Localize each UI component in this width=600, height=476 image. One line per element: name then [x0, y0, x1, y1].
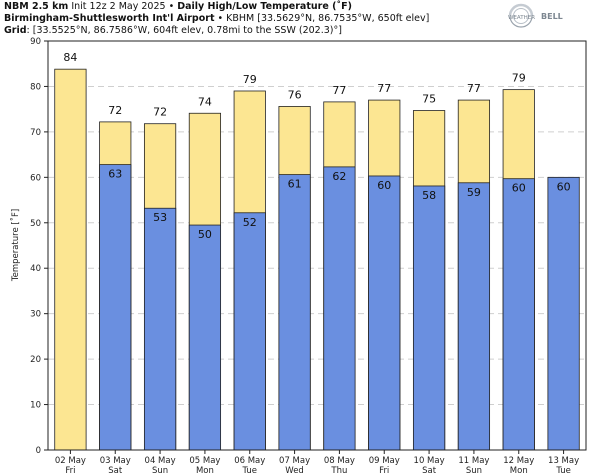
y-tick-label: 30 — [30, 310, 41, 320]
grid-info: : [33.5525°N, 86.7586°W, 604ft elev, 0.7… — [26, 25, 342, 36]
x-tick-day: Sun — [466, 466, 482, 476]
low-value-label: 50 — [198, 228, 212, 241]
y-tick-label: 20 — [30, 355, 41, 365]
high-value-label: 79 — [243, 73, 257, 86]
x-tick-date: 13 May — [548, 456, 579, 466]
x-tick-date: 02 May — [55, 456, 86, 466]
low-bar — [143, 207, 177, 451]
high-value-label: 79 — [512, 72, 526, 85]
y-tick-label: 80 — [30, 82, 41, 92]
x-tick-day: Fri — [379, 466, 389, 476]
low-bar — [412, 185, 446, 451]
high-value-label: 76 — [288, 88, 302, 101]
low-bar — [547, 176, 580, 451]
high-value-label: 77 — [467, 82, 481, 95]
init-time: Init 12z 2 May 2025 — [71, 1, 166, 12]
x-tick-date: 09 May — [369, 456, 400, 466]
high-value-label: 74 — [198, 95, 212, 108]
high-value-label: 77 — [377, 82, 391, 95]
y-tick-label: 10 — [30, 401, 41, 411]
high-value-label: 72 — [108, 104, 122, 117]
low-bar — [368, 175, 401, 451]
separator: • — [168, 1, 175, 12]
high-value-label: 84 — [63, 51, 77, 64]
header-line-1: NBM 2.5 km Init 12z 2 May 2025 • Daily H… — [4, 1, 352, 13]
low-value-label: 59 — [467, 186, 481, 199]
station-info: KBHM [33.5629°N, 86.7535°W, 650ft elev] — [226, 13, 430, 24]
x-tick-day: Fri — [65, 466, 75, 476]
low-bar — [99, 164, 132, 451]
header-line-2: Birmingham-Shuttlesworth Int'l Airport •… — [4, 13, 429, 25]
logo-text-bell: BELL — [541, 12, 563, 21]
y-tick-label: 50 — [30, 219, 41, 229]
x-tick-date: 07 May — [279, 456, 310, 466]
header-line-3: Grid: [33.5525°N, 86.7586°W, 604ft elev,… — [4, 25, 342, 37]
x-tick-day: Sat — [422, 466, 437, 476]
model-name: NBM 2.5 km — [4, 1, 69, 12]
y-tick-label: 70 — [30, 128, 41, 138]
y-tick-label: 40 — [30, 264, 41, 274]
x-tick-date: 05 May — [189, 456, 220, 466]
y-axis-label: Temperature [˚F] — [10, 209, 21, 282]
x-tick-date: 11 May — [458, 456, 489, 466]
low-value-label: 60 — [557, 180, 571, 193]
station-name: Birmingham-Shuttlesworth Int'l Airport — [4, 13, 215, 24]
x-tick-day: Mon — [510, 466, 528, 476]
x-tick-date: 12 May — [503, 456, 534, 466]
x-tick-date: 04 May — [145, 456, 176, 466]
low-value-label: 63 — [108, 168, 122, 181]
low-bar — [457, 182, 491, 451]
x-tick-date: 08 May — [324, 456, 355, 466]
high-value-label: 75 — [422, 93, 436, 106]
x-tick-day: Tue — [555, 466, 571, 476]
logo-text-weather: WEATHER — [508, 15, 535, 21]
low-value-label: 52 — [243, 216, 257, 229]
grid-label: Grid — [4, 25, 27, 36]
low-value-label: 53 — [153, 211, 167, 224]
x-tick-day: Tue — [241, 466, 257, 476]
low-value-label: 62 — [332, 170, 346, 183]
high-bar — [54, 68, 87, 451]
x-tick-date: 10 May — [414, 456, 445, 466]
low-bar — [278, 174, 311, 451]
y-axis: 0 10 20 30 40 50 60 70 80 90 — [30, 37, 48, 456]
y-tick-label: 90 — [30, 37, 41, 47]
plot-frame — [47, 40, 587, 451]
y-tick-label: 0 — [36, 446, 41, 456]
separator: • — [217, 13, 224, 24]
low-value-label: 60 — [377, 179, 391, 192]
low-bar — [323, 166, 356, 451]
x-tick-day: Sat — [108, 466, 123, 476]
bars: 84 72 63 72 53 74 50 79 52 76 61 77 62 77 60 75 58 77 59 79… — [54, 51, 580, 451]
high-value-label: 77 — [332, 84, 346, 97]
low-bar — [188, 224, 222, 451]
low-value-label: 58 — [422, 189, 436, 202]
weatherbell-logo: WEATHER BELL — [508, 3, 563, 28]
x-tick-date: 06 May — [234, 456, 265, 466]
x-tick-date: 03 May — [100, 456, 131, 466]
low-bar — [233, 212, 266, 451]
low-value-label: 61 — [288, 178, 302, 191]
low-bar — [502, 178, 535, 451]
y-tick-label: 60 — [30, 173, 41, 183]
product-title: Daily High/Low Temperature (˚F) — [177, 1, 352, 12]
x-tick-day: Mon — [196, 466, 214, 476]
x-tick-day: Wed — [285, 466, 304, 476]
high-value-label: 72 — [153, 106, 167, 119]
low-value-label: 60 — [512, 182, 526, 195]
x-tick-day: Thu — [330, 466, 347, 476]
x-tick-day: Sun — [152, 466, 168, 476]
